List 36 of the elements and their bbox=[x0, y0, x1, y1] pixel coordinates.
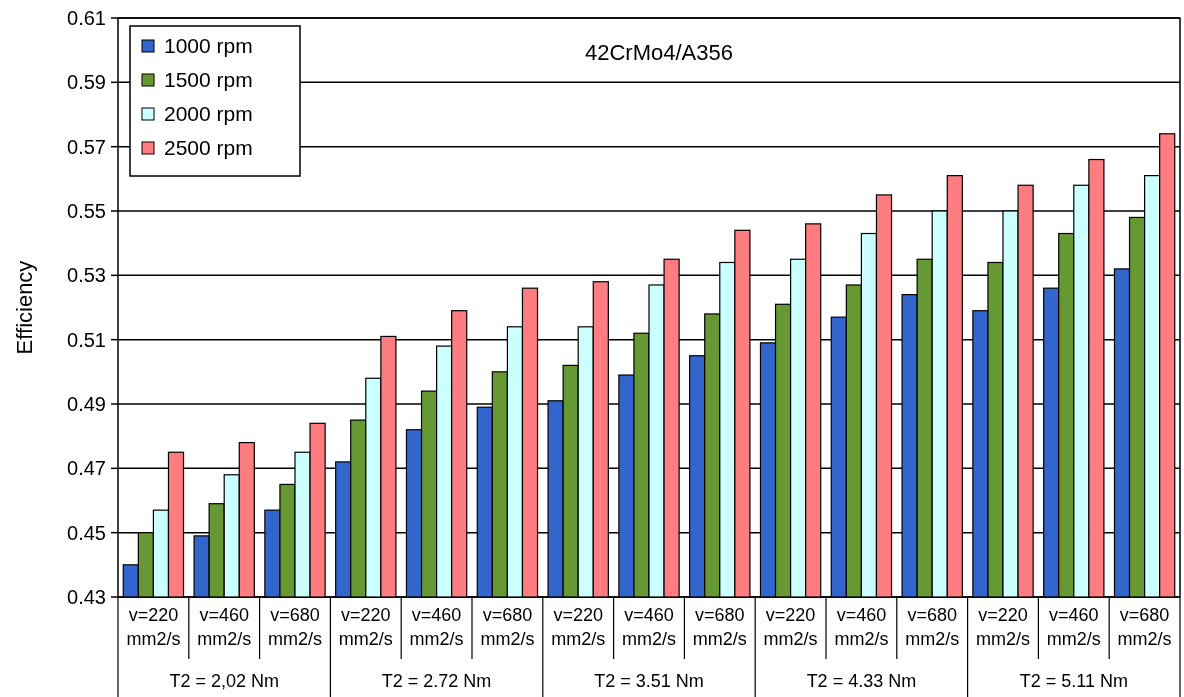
y-tick-label: 0.47 bbox=[67, 457, 106, 480]
text: 42CrMo4/A356 bbox=[585, 40, 733, 65]
text: T2 = 4.33 Nm bbox=[806, 671, 917, 691]
y-tick-label: 0.51 bbox=[67, 328, 106, 351]
x-tick-label: v=460 mm2/s bbox=[834, 605, 889, 649]
y-tick-label: 0.53 bbox=[67, 264, 106, 287]
x-tick-label: v=460 mm2/s bbox=[197, 605, 252, 649]
y-tick-label: 0.43 bbox=[67, 586, 106, 608]
y-tick-label: 0.55 bbox=[67, 200, 106, 222]
y-tick-label: 0.61 bbox=[67, 7, 106, 29]
x-tick-label: v=220 mm2/s bbox=[126, 605, 181, 649]
x-tick-label: v=680 mm2/s bbox=[692, 605, 747, 649]
legend-label: 1000 rpm bbox=[164, 34, 253, 58]
x-tick-label: v=460 mm2/s bbox=[622, 605, 676, 649]
text: T2 = 3.51 Nm bbox=[594, 671, 704, 691]
x-tick-label: v=680 mm2/s bbox=[268, 605, 322, 649]
y-tick-label: 0.49 bbox=[67, 393, 106, 415]
x-tick-label: v=680 mm2/s bbox=[905, 605, 960, 649]
text: T2 = 2,02 Nm bbox=[169, 671, 279, 691]
text: T2 = 5.11 Nm bbox=[1019, 671, 1128, 691]
legend-label: 2500 rpm bbox=[164, 136, 253, 160]
x-tick-label: v=220 mm2/s bbox=[551, 605, 606, 649]
x-tick-label: v=460 mm2/s bbox=[409, 605, 464, 649]
x-tick-label: v=680 mm2/s bbox=[480, 605, 535, 649]
x-tick-label: v=220 mm2/s bbox=[338, 605, 393, 649]
text: T2 = 2.72 Nm bbox=[381, 671, 492, 691]
x-tick-label: v=220 mm2/s bbox=[763, 605, 818, 649]
y-tick-label: 0.45 bbox=[67, 521, 106, 544]
y-axis-title: Efficiency bbox=[12, 260, 37, 355]
y-tick-label: 0.57 bbox=[67, 135, 106, 158]
x-tick-label: v=680 mm2/s bbox=[1117, 605, 1172, 649]
y-tick-label: 0.59 bbox=[67, 71, 106, 94]
legend-label: 1500 rpm bbox=[164, 68, 253, 92]
x-tick-label: v=220 mm2/s bbox=[976, 605, 1030, 649]
legend-label: 2000 rpm bbox=[164, 102, 253, 126]
x-tick-label: v=460 mm2/s bbox=[1046, 605, 1101, 649]
